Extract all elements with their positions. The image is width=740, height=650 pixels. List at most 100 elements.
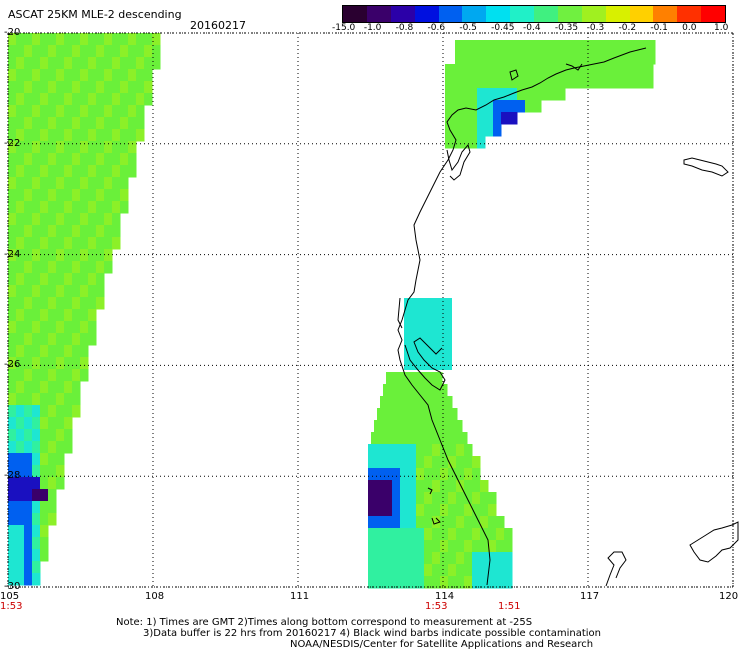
swath-cell-west [152, 33, 161, 46]
swath-cell-west [40, 321, 49, 334]
swath-cell-north [469, 124, 478, 137]
swath-cell-north [533, 88, 542, 101]
swath-cell-north [445, 64, 454, 77]
swath-cell-north [613, 76, 622, 89]
swath-cell-west [112, 69, 121, 82]
swath-cell-north [565, 64, 574, 77]
swath-cell-west [24, 81, 33, 94]
swath-cell-west [144, 33, 153, 46]
swath-cell-west [64, 429, 73, 442]
swath-cell-north [487, 40, 496, 53]
swath-cell-south [423, 384, 432, 397]
swath-cell-north [629, 64, 638, 77]
swath-cell-south [415, 384, 424, 397]
swath-cell-south [380, 396, 389, 409]
swath-cell-north [525, 100, 534, 113]
swath-cell-west [88, 261, 97, 274]
swath-cell-west [48, 177, 57, 190]
swath-cell-west [96, 153, 105, 166]
swath-cell-west [8, 273, 17, 286]
swath-cell-west [8, 141, 17, 154]
swath-cell-north [557, 64, 566, 77]
swath-cell-west [40, 57, 49, 70]
swath-cell-north [445, 76, 454, 89]
swath-cell-south [433, 408, 442, 421]
swath-cell-west [88, 33, 97, 46]
swath-cell-south [416, 444, 425, 457]
swath-cell-west [88, 213, 97, 226]
swath-cell-west [48, 477, 57, 490]
swath-cell-west [24, 69, 33, 82]
swath-cell-west [56, 201, 65, 214]
swath-cell-west [80, 237, 89, 250]
swath-cell-north [607, 52, 616, 65]
swath-cell-west [64, 405, 73, 418]
swath-cell-north [493, 124, 502, 137]
swath-cell-south [464, 576, 473, 589]
swath-cell-north [541, 76, 550, 89]
swath-cell-west [40, 129, 49, 142]
swath-cell-north [629, 76, 638, 89]
swath-cell-west [16, 381, 25, 394]
swath-cell-west [8, 201, 17, 214]
swath-cell-west [136, 117, 145, 130]
swath-cell-west [32, 225, 41, 238]
swath-cell-west [32, 117, 41, 130]
swath-cell-north [471, 40, 480, 53]
swath-cell-south [424, 492, 433, 505]
swath-cell-west [88, 105, 97, 118]
swath-cell-west [40, 201, 49, 214]
swath-cell-west [64, 141, 73, 154]
swath-cell-west [8, 57, 17, 70]
swath-cell-south [384, 564, 393, 577]
swath-cell-west [112, 189, 121, 202]
swath-cell-south [420, 396, 429, 409]
swath-cell-south [496, 540, 505, 553]
swath-cell-south [424, 468, 433, 481]
coast-southeast-b [689, 521, 739, 563]
swath-cell-west [40, 45, 49, 58]
swath-cell-south [456, 456, 465, 469]
swath-cell-west [104, 213, 113, 226]
swath-cell-north [591, 52, 600, 65]
swath-cell-west [88, 297, 97, 310]
swath-cell-north [559, 52, 568, 65]
swath-cell-south [424, 444, 433, 457]
swath-cell-west [96, 249, 105, 262]
colorbar-segment [462, 6, 487, 22]
lon-label: 117 [580, 591, 600, 602]
swath-cell-west [24, 261, 33, 274]
swath-cell-north [477, 112, 486, 125]
swath-cell-south [398, 420, 407, 433]
swath-cell-south [422, 420, 431, 433]
swath-cell-north [453, 136, 462, 149]
swath-cell-west [128, 33, 137, 46]
swath-cell-west [40, 489, 49, 502]
swath-cell-south [400, 540, 409, 553]
swath-cell-west [40, 381, 49, 394]
swath-cell-west [8, 165, 17, 178]
swath-cell-south [368, 480, 377, 493]
swath-cell-west [32, 489, 41, 502]
swath-cell-west [48, 33, 57, 46]
swath-cell-west [48, 357, 57, 370]
swath-cell-west [32, 501, 41, 514]
colorbar-tick-label: -0.2 [618, 23, 637, 33]
swath-cell-west [24, 405, 33, 418]
swath-cell-south [432, 444, 441, 457]
swath-cell-west [8, 333, 17, 346]
swath-cell-south [448, 480, 457, 493]
swath-cell-west [104, 117, 113, 130]
swath-cell-west [8, 393, 17, 406]
swath-cell-west [80, 297, 89, 310]
swath-cell-west [24, 201, 33, 214]
swath-cell-west [48, 513, 57, 526]
swath-cell-west [48, 141, 57, 154]
swath-cell-west [64, 189, 73, 202]
swath-cell-west [64, 45, 73, 58]
swath-cell-south [440, 468, 449, 481]
lat-lon-grid [7, 32, 734, 588]
swath-cell-west [120, 105, 129, 118]
swath-cell-west [16, 285, 25, 298]
swath-cell-west [24, 153, 33, 166]
